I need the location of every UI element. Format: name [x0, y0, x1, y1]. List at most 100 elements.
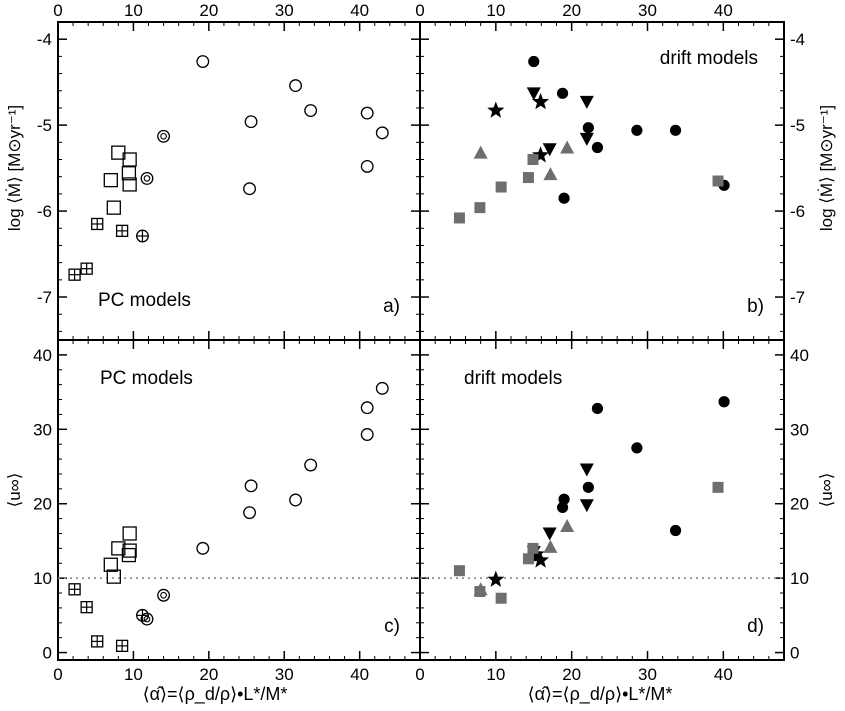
- y-tick-label: 40: [33, 346, 52, 365]
- marker-gray-square: [712, 175, 724, 187]
- marker-filled-circle: [582, 481, 594, 493]
- marker-gray-square: [712, 481, 724, 493]
- x-tick-label-top: 20: [199, 1, 218, 20]
- x-axis-label-right: ⟨α̂⟩=⟨ρ_d/ρ⟩•L*/M*: [528, 684, 673, 705]
- y-tick-label: 20: [790, 495, 809, 514]
- marker-open-circle: [375, 126, 389, 140]
- marker-filled-triangle-down: [579, 132, 594, 146]
- x-tick-label-bottom: 30: [275, 665, 294, 684]
- star-shape: [532, 92, 550, 110]
- filled-circle-shape: [591, 402, 604, 415]
- x-tick-label-bottom: 20: [199, 665, 218, 684]
- star-shape: [487, 101, 505, 118]
- marker-gray-square: [527, 154, 539, 166]
- panel-annotation: drift models: [660, 48, 758, 69]
- open-square-shape: [103, 557, 118, 572]
- panel-frame: [419, 21, 785, 341]
- panel-annotation: drift models: [464, 368, 562, 389]
- gray-square-shape: [474, 586, 486, 598]
- marker-gray-square: [527, 542, 539, 554]
- gray-square-shape: [527, 154, 539, 166]
- open-circle-shape: [360, 428, 374, 441]
- marker-filled-circle: [558, 192, 570, 204]
- filled-circle-shape: [558, 192, 570, 204]
- triangle-up-shape: [543, 539, 558, 553]
- y-tick-label: 40: [790, 346, 809, 365]
- y-tick-label: 0: [790, 644, 799, 663]
- x-tick-label-top: 40: [714, 1, 733, 20]
- marker-open-square: [122, 543, 137, 558]
- y-tick-label: 0: [43, 644, 52, 663]
- marker-filled-triangle-down: [542, 527, 557, 541]
- marker-open-square: [122, 152, 137, 167]
- marker-open-circle: [289, 79, 303, 93]
- marker-gray-square: [522, 172, 534, 184]
- x-tick-label-bottom: 0: [53, 665, 62, 684]
- x-tick-label-top: 10: [124, 1, 143, 20]
- triangle-down-shape: [579, 499, 594, 513]
- marker-filled-triangle-down: [579, 95, 594, 109]
- filled-circle-shape: [631, 442, 643, 454]
- marker-gray-square: [474, 202, 486, 214]
- gray-square-shape: [712, 481, 724, 493]
- star-shape: [532, 551, 550, 568]
- marker-filled-circle: [631, 442, 643, 454]
- marker-filled-circle: [582, 122, 594, 134]
- y-axis-label-mdot-right: log ⟨Ṁ⟩ [M⊙yr⁻¹]: [817, 105, 836, 231]
- filled-circle-shape: [556, 501, 569, 514]
- marker-open-circle: [375, 381, 389, 395]
- marker-open-square: [106, 200, 121, 215]
- open-circle-shape: [375, 126, 389, 140]
- marker-filled-circle: [528, 55, 540, 68]
- triangle-up-shape: [560, 140, 575, 154]
- marker-open-square: [103, 172, 118, 188]
- y-tick-label: -5: [37, 116, 52, 135]
- panel-label: b): [747, 296, 764, 317]
- open-circle-shape: [196, 541, 210, 555]
- x-axis-label-left: ⟨α̂⟩=⟨ρ_d/ρ⟩•L*/M*: [143, 684, 288, 705]
- open-circle-shape: [196, 55, 210, 68]
- triangle-down-shape: [542, 143, 557, 157]
- marker-circle-dot: [140, 171, 154, 185]
- marker-circle-dot: [157, 129, 171, 143]
- circle-dot-inner: [160, 591, 167, 599]
- x-tick-label-bottom: 20: [562, 665, 581, 684]
- marker-open-circle: [360, 401, 374, 415]
- panel-annotation: PC models: [98, 290, 191, 311]
- open-circle-shape: [243, 182, 257, 196]
- marker-circle-plus: [136, 608, 149, 622]
- x-tick-label-bottom: 0: [415, 665, 424, 684]
- open-square-shape: [122, 543, 137, 558]
- open-circle-shape: [375, 381, 389, 395]
- gray-square-shape: [522, 553, 534, 565]
- marker-gray-square: [495, 181, 507, 193]
- circle-dot-ring: [157, 588, 171, 602]
- y-axis-label-u-left: ⟨u∞⟩: [5, 473, 24, 508]
- marker-open-circle: [289, 493, 303, 507]
- marker-filled-circle: [718, 396, 730, 408]
- marker-filled-circle: [669, 524, 682, 537]
- gray-square-shape: [453, 212, 465, 224]
- marker-open-circle: [304, 458, 318, 472]
- marker-boxed-plus: [80, 262, 93, 275]
- open-square-shape: [122, 526, 137, 541]
- marker-gray-triangle-up: [560, 519, 575, 533]
- filled-circle-shape: [582, 122, 594, 134]
- marker-open-square: [121, 166, 137, 181]
- x-tick-label-top: 0: [53, 1, 62, 20]
- y-axis-label-mdot-left: log ⟨Ṁ⟩ [M⊙yr⁻¹]: [5, 105, 24, 231]
- open-square-shape: [103, 172, 118, 188]
- y-tick-label: -7: [790, 288, 805, 307]
- marker-open-circle: [360, 159, 374, 173]
- open-circle-shape: [244, 115, 258, 129]
- marker-filled-circle: [669, 124, 682, 136]
- circle-dot-inner: [143, 175, 151, 182]
- x-tick-label-bottom: 40: [714, 665, 733, 684]
- y-tick-label: 10: [790, 569, 809, 588]
- y-tick-label: -4: [790, 30, 805, 49]
- x-tick-label-top: 40: [350, 1, 369, 20]
- open-circle-shape: [304, 458, 318, 472]
- triangle-up-shape: [543, 167, 558, 181]
- marker-boxed-plus: [115, 224, 129, 237]
